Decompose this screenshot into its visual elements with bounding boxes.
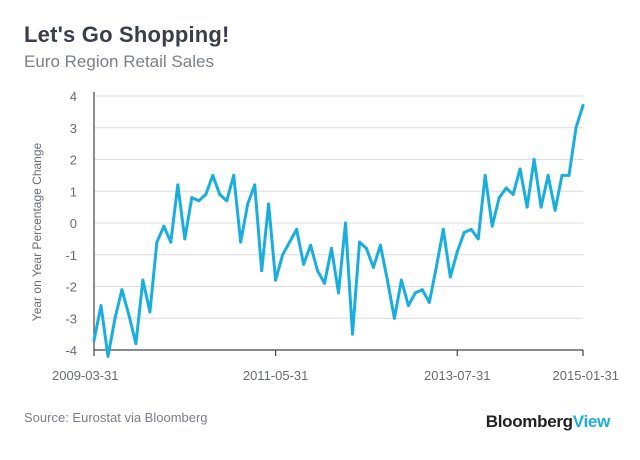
chart-title: Let's Go Shopping! (24, 22, 230, 47)
y-tick-label: 2 (70, 153, 77, 168)
x-tick-labels: 2009-03-31 2011-05-31 2013-07-31 2015-01-31 (52, 368, 619, 383)
y-tick-labels: -4 -3 -2 -1 0 1 2 3 4 (65, 89, 77, 358)
data-point (148, 310, 152, 314)
data-point (371, 265, 375, 269)
brand-name-part2: View (572, 412, 611, 431)
data-point (190, 196, 194, 200)
data-point (218, 192, 222, 196)
data-point (253, 183, 257, 187)
data-point (476, 237, 480, 241)
y-tick-label: 1 (70, 184, 77, 199)
data-point (330, 246, 333, 250)
data-point (364, 246, 368, 250)
data-point (295, 227, 299, 231)
data-point (162, 224, 166, 228)
y-tick-label: -1 (65, 248, 77, 263)
data-point (358, 240, 361, 244)
data-point (176, 183, 180, 187)
data-point (281, 253, 285, 257)
data-point (127, 313, 131, 317)
data-point (462, 231, 466, 234)
data-point (532, 158, 536, 161)
data-point (155, 240, 159, 244)
data-point (413, 291, 417, 295)
data-point (420, 288, 424, 292)
data-point (141, 278, 145, 282)
data-point (351, 332, 354, 336)
data-point (183, 237, 187, 241)
y-tick-label: -2 (65, 280, 77, 295)
data-point (232, 173, 236, 177)
data-point (574, 126, 578, 130)
data-point (316, 269, 319, 273)
data-point (106, 354, 110, 358)
data-point (385, 278, 389, 282)
x-tick-label: 2013-07-31 (424, 368, 491, 383)
data-point (323, 281, 326, 285)
data-point (239, 240, 243, 244)
data-point (92, 339, 96, 342)
data-point (378, 243, 382, 247)
data-point (392, 316, 396, 320)
data-point (113, 316, 117, 320)
x-tick-label: 2011-05-31 (243, 368, 309, 383)
data-point (169, 240, 173, 244)
data-point (546, 173, 550, 177)
data-point (427, 300, 431, 304)
data-point (497, 196, 501, 200)
series-line (92, 104, 585, 358)
data-point (399, 278, 403, 282)
data-point (337, 291, 340, 295)
chart-subtitle: Euro Region Retail Sales (24, 52, 214, 71)
x-tick-label: 2009-03-31 (52, 368, 119, 383)
data-point (553, 208, 557, 212)
data-point (406, 304, 410, 308)
data-point (455, 250, 459, 254)
data-point (525, 205, 529, 209)
x-tick-label: 2015-01-31 (553, 368, 620, 383)
data-point (120, 288, 124, 292)
data-point (504, 186, 508, 190)
y-tick-label: 3 (70, 121, 77, 136)
data-point (197, 199, 201, 203)
data-point (518, 167, 522, 171)
data-point (204, 192, 208, 196)
data-point (483, 173, 487, 177)
data-point (288, 240, 292, 244)
data-point (309, 243, 313, 247)
y-axis-title: Year on Year Percentage Change (30, 142, 44, 321)
y-tick-label: -4 (65, 343, 77, 358)
series-group (92, 104, 585, 358)
axes (93, 92, 584, 356)
y-tick-label: 4 (70, 89, 77, 104)
data-point (469, 227, 473, 231)
data-point (99, 304, 103, 308)
data-point (448, 275, 452, 279)
y-tick-label: -3 (65, 311, 77, 326)
data-point (302, 262, 306, 266)
y-tick-label: 0 (70, 216, 77, 231)
data-point (441, 227, 445, 231)
data-point (274, 278, 278, 282)
data-point (539, 205, 543, 209)
data-point (225, 199, 229, 203)
source-note: Source: Eurostat via Bloomberg (24, 410, 208, 425)
data-point (267, 202, 271, 206)
data-point (490, 224, 494, 228)
data-point (567, 173, 571, 177)
bloomberg-view-logo: BloombergView (485, 412, 611, 432)
data-point (511, 192, 515, 196)
data-point (344, 221, 347, 225)
data-point (260, 269, 264, 273)
data-point (211, 173, 215, 177)
data-point (560, 173, 564, 177)
data-point (134, 342, 138, 346)
data-point (581, 104, 585, 107)
data-point (246, 202, 250, 206)
brand-name-part1: Bloomberg (485, 412, 573, 431)
data-point (434, 265, 438, 269)
